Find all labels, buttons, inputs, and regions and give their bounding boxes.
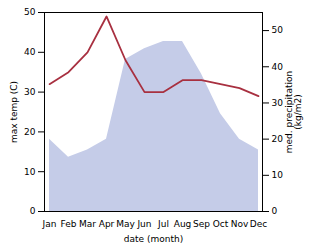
svg-text:date (month): date (month) — [124, 234, 183, 244]
svg-text:Jun: Jun — [136, 219, 151, 229]
svg-text:Dec: Dec — [250, 219, 267, 229]
svg-text:10: 10 — [272, 170, 284, 180]
svg-text:med. precipitation(kg/m2): med. precipitation(kg/m2) — [284, 71, 303, 153]
svg-text:0: 0 — [272, 206, 278, 216]
svg-text:20: 20 — [272, 134, 284, 144]
svg-text:Aug: Aug — [174, 219, 192, 229]
svg-text:30: 30 — [272, 98, 284, 108]
svg-text:Feb: Feb — [61, 219, 77, 229]
svg-text:Apr: Apr — [99, 219, 115, 229]
svg-text:Nov: Nov — [231, 219, 249, 229]
svg-text:May: May — [116, 219, 135, 229]
svg-text:50: 50 — [24, 7, 36, 17]
svg-text:Mar: Mar — [79, 219, 96, 229]
svg-text:20: 20 — [24, 127, 36, 137]
svg-text:Jul: Jul — [157, 219, 169, 229]
svg-text:10: 10 — [24, 167, 36, 177]
svg-text:Jan: Jan — [42, 219, 57, 229]
svg-text:50: 50 — [272, 25, 284, 35]
svg-text:Sep: Sep — [193, 219, 210, 229]
svg-text:30: 30 — [24, 87, 36, 97]
svg-text:40: 40 — [272, 62, 284, 72]
svg-text:max temp (C): max temp (C) — [9, 81, 19, 143]
svg-text:0: 0 — [30, 206, 36, 216]
svg-text:Oct: Oct — [213, 219, 229, 229]
svg-text:40: 40 — [24, 47, 36, 57]
